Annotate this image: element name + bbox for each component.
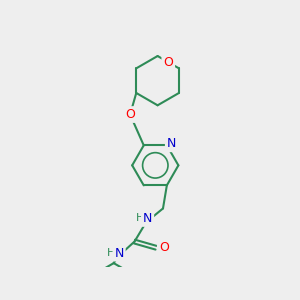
Text: O: O xyxy=(125,108,135,121)
Text: N: N xyxy=(167,137,176,150)
Text: O: O xyxy=(163,56,173,69)
Text: N: N xyxy=(114,247,124,260)
Text: H: H xyxy=(107,248,116,258)
Text: O: O xyxy=(159,241,169,254)
Text: N: N xyxy=(143,212,152,225)
Text: H: H xyxy=(136,214,144,224)
